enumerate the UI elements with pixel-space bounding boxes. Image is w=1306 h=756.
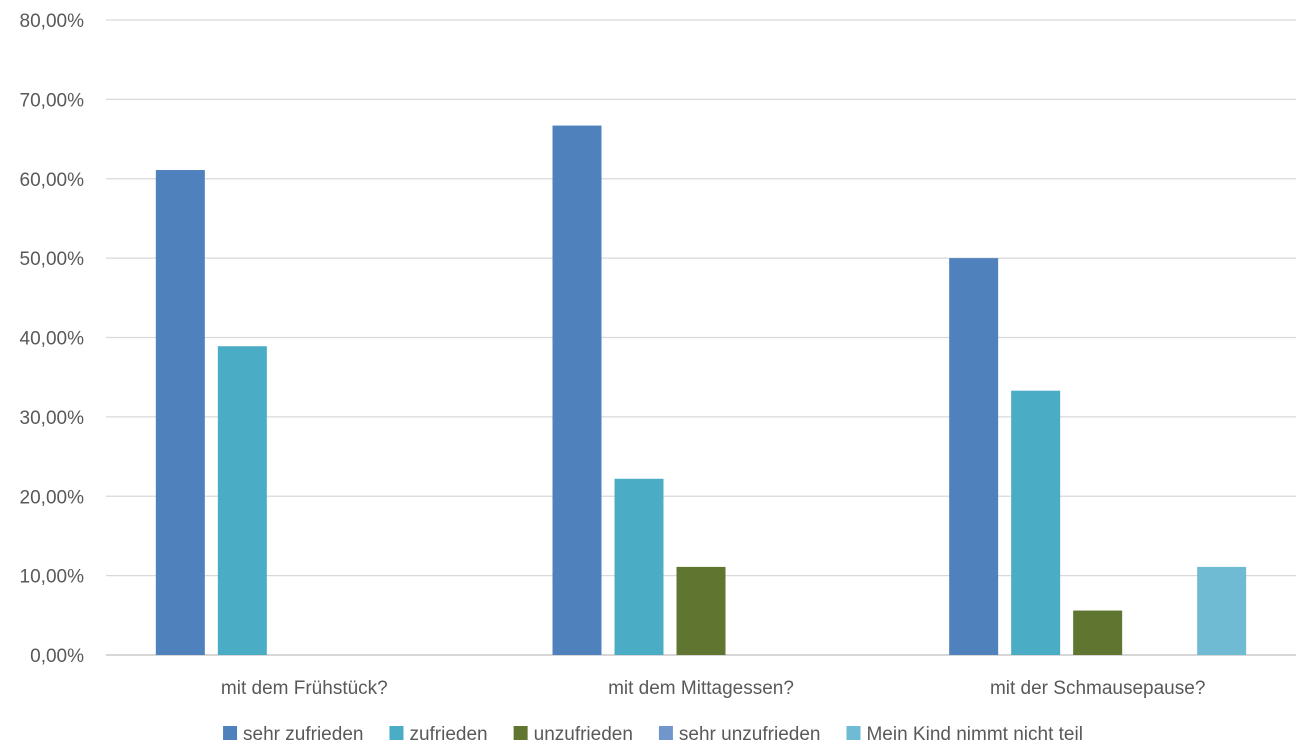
x-category-label: mit dem Mittagessen? [608, 678, 794, 699]
legend-swatch [223, 726, 238, 740]
legend-item: Mein Kind nimmt nicht teil [846, 724, 1083, 745]
bar-unzufrieden-3 [1073, 610, 1123, 655]
y-tick-label: 40,00% [20, 329, 85, 350]
legend-label: zufrieden [409, 724, 487, 745]
gridlines [106, 19, 1296, 656]
y-tick-label: 60,00% [20, 170, 85, 191]
legend-item: zufrieden [389, 724, 488, 745]
legend-label: unzufrieden [534, 724, 633, 745]
legend-swatch [389, 726, 404, 740]
bar-sehr-zufrieden-1 [155, 170, 205, 656]
y-tick-label: 80,00% [20, 11, 85, 32]
x-axis: mit dem Frühstück? mit dem Mittagessen? mi… [221, 678, 1205, 699]
x-category-label: mit der Schmausepause? [990, 678, 1205, 699]
bars [155, 125, 1247, 656]
legend-item: unzufrieden [513, 724, 633, 745]
legend-swatch [658, 726, 673, 740]
legend: sehr zufrieden zufrieden unzufrieden sehr u… [223, 724, 1083, 745]
x-category-label: mit dem Frühstück? [221, 678, 388, 699]
y-tick-label: 0,00% [30, 646, 84, 667]
legend-label: Mein Kind nimmt nicht teil [866, 724, 1082, 745]
legend-swatch [513, 726, 528, 740]
bar-unzufrieden-2 [676, 566, 726, 655]
y-tick-label: 70,00% [20, 90, 85, 111]
y-axis: 0,00% 10,00% 20,00% 30,00% 40,00% 50,00% 60,00… [20, 11, 85, 667]
legend-label: sehr zufrieden [243, 724, 363, 745]
legend-item: sehr zufrieden [223, 724, 363, 745]
legend-label: sehr unzufrieden [679, 724, 821, 745]
y-tick-label: 20,00% [20, 487, 85, 508]
bar-zufrieden-3 [1011, 390, 1061, 655]
bar-zufrieden-1 [217, 346, 267, 655]
bar-zufrieden-2 [614, 478, 664, 655]
legend-item: sehr unzufrieden [658, 724, 821, 745]
y-tick-label: 30,00% [20, 408, 85, 429]
y-tick-label: 10,00% [20, 567, 85, 588]
legend-swatch [846, 726, 861, 740]
y-tick-label: 50,00% [20, 249, 85, 270]
bar-sehr-zufrieden-2 [552, 125, 602, 656]
bar-mein-kind-nimmt-nicht-teil-3 [1197, 566, 1247, 655]
bar-sehr-zufrieden-3 [949, 258, 999, 655]
